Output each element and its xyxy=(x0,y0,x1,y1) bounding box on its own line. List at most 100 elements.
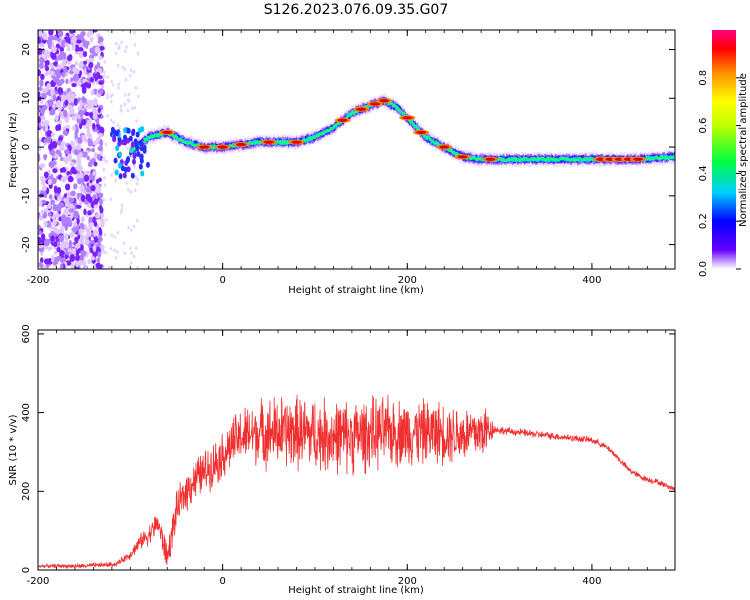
spectral-noise-point xyxy=(67,104,73,111)
colorbar-tick-label: 0.8 xyxy=(698,70,709,86)
spectral-noise-point xyxy=(71,115,76,121)
spectral-noise-point xyxy=(60,156,64,162)
spectral-noise-point xyxy=(123,67,127,72)
spectral-noise-point xyxy=(40,120,46,127)
spectral-noise-point xyxy=(46,130,53,137)
spectral-noise-point xyxy=(133,188,137,193)
spectral-noise-point xyxy=(85,170,90,175)
colorbar-gradient xyxy=(712,30,736,269)
spectral-noise-point xyxy=(50,53,57,60)
spectral-noise-point xyxy=(68,239,73,248)
ridge-cell xyxy=(181,139,184,142)
spectral-noise-point xyxy=(103,176,107,180)
spectral-noise-point xyxy=(50,88,55,96)
y-tick-label: 10 xyxy=(21,92,32,105)
spectral-noise-point xyxy=(91,148,95,153)
spectral-noise-point xyxy=(93,229,98,237)
spectral-noise-point xyxy=(69,30,75,34)
spectral-noise-point xyxy=(118,45,121,50)
spectral-noise-point xyxy=(89,36,94,43)
ridge-hotspot xyxy=(236,143,247,147)
spectral-noise-point xyxy=(75,255,80,262)
spectral-noise-point xyxy=(135,181,139,186)
ridge-hotspot xyxy=(337,118,348,122)
spectral-noise-point xyxy=(112,83,115,87)
ridge-cell xyxy=(130,172,135,179)
spectral-noise-point xyxy=(83,208,87,216)
spectral-noise-point xyxy=(38,224,42,230)
ridge-cell xyxy=(578,156,582,159)
spectral-noise-point xyxy=(64,233,69,241)
spectral-noise-point xyxy=(89,77,95,83)
spectral-noise-point xyxy=(88,61,94,69)
spectral-noise-point xyxy=(116,63,120,68)
spectral-noise-point xyxy=(38,36,42,44)
spectral-noise-point xyxy=(70,77,74,82)
ridge-cell xyxy=(138,140,143,147)
spectral-noise-point xyxy=(53,256,59,265)
spectral-noise-point xyxy=(38,230,43,235)
ridge-cell xyxy=(328,128,331,131)
spectral-noise-point xyxy=(114,255,118,260)
spectral-noise-point xyxy=(98,204,103,211)
spectral-noise-point xyxy=(98,45,105,51)
spectral-noise-point xyxy=(62,167,67,173)
spectral-noise-point xyxy=(121,30,125,33)
ridge-hotspot xyxy=(439,145,450,149)
ridge-cell xyxy=(123,127,128,134)
ridge-cell xyxy=(394,106,398,109)
spectral-noise-point xyxy=(115,41,118,46)
spectral-noise-point xyxy=(106,92,109,97)
spectral-noise-point xyxy=(63,65,67,74)
spectral-noise-point xyxy=(64,202,70,207)
ridge-cell xyxy=(212,146,215,149)
spectral-noise-point xyxy=(116,123,120,128)
ridge-cell xyxy=(117,162,122,169)
spectral-noise-point xyxy=(63,109,68,118)
spectral-noise-point xyxy=(48,70,55,76)
spectral-noise-point xyxy=(98,80,104,85)
spectral-noise-point xyxy=(98,55,103,60)
ridge-cell xyxy=(545,157,549,160)
spectral-noise-point xyxy=(114,178,118,183)
spectral-noise-point xyxy=(95,178,100,184)
spectrogram-x-axis-label: Height of straight line (km) xyxy=(288,285,424,296)
spectral-noise-point xyxy=(66,190,71,199)
spectral-noise-point xyxy=(95,262,101,269)
spectral-noise-point xyxy=(55,212,60,219)
spectral-noise-point xyxy=(103,157,106,162)
spectral-noise-point xyxy=(77,47,84,52)
ridge-cell xyxy=(285,140,288,143)
spectral-noise-point xyxy=(53,185,58,194)
ridge-cell xyxy=(452,150,456,153)
ridge-cell xyxy=(190,141,193,144)
y-tick-label: -20 xyxy=(21,236,32,252)
spectrogram-y-ticks: -20 -10 0 10 20 xyxy=(21,43,675,253)
spectral-noise-point xyxy=(51,103,56,110)
spectral-noise-point xyxy=(57,87,64,95)
spectral-noise-point xyxy=(78,50,84,59)
spectral-noise-point xyxy=(59,250,65,256)
spectral-noise-point xyxy=(92,107,97,115)
spectral-noise-point xyxy=(80,234,85,242)
spectral-noise-point xyxy=(44,238,50,247)
spectral-noise-point xyxy=(48,194,53,200)
spectral-noise-point xyxy=(38,261,43,268)
spectral-noise-point xyxy=(76,158,82,166)
ridge-cell xyxy=(500,157,503,160)
spectral-noise-point xyxy=(113,248,116,253)
spectral-noise-point xyxy=(54,114,59,122)
spectral-noise-point xyxy=(73,73,79,82)
spectral-noise-point xyxy=(72,66,77,73)
x-tick-label: -200 xyxy=(27,275,50,286)
spectrogram-y-axis-label: Frequency (Hz) xyxy=(8,112,19,188)
spectral-noise-point xyxy=(110,173,113,177)
spectral-noise-point xyxy=(46,246,53,251)
spectral-noise-point xyxy=(92,170,97,176)
spectral-noise-point xyxy=(87,259,92,265)
spectral-noise-point xyxy=(92,122,96,130)
spectral-noise-point xyxy=(51,35,58,41)
ridge-cell xyxy=(530,157,533,160)
spectral-noise-point xyxy=(125,181,128,185)
spectral-noise-point xyxy=(64,99,69,107)
